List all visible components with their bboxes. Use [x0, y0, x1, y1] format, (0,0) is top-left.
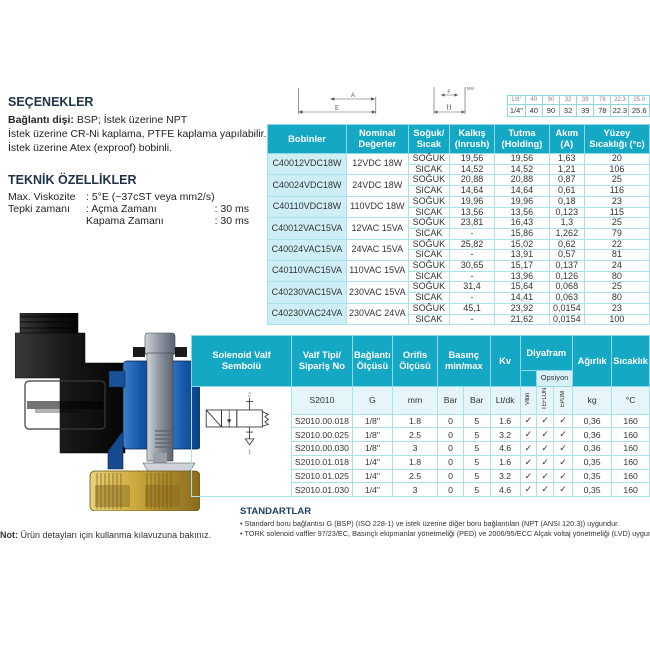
svg-text:мм: мм: [467, 87, 474, 92]
svg-text:2: 2: [248, 393, 251, 399]
svg-text:A: A: [351, 93, 355, 99]
svg-text:1: 1: [248, 450, 251, 456]
svg-text:H: H: [446, 104, 451, 112]
svg-text:E: E: [335, 103, 340, 112]
svg-text:F: F: [447, 90, 451, 96]
